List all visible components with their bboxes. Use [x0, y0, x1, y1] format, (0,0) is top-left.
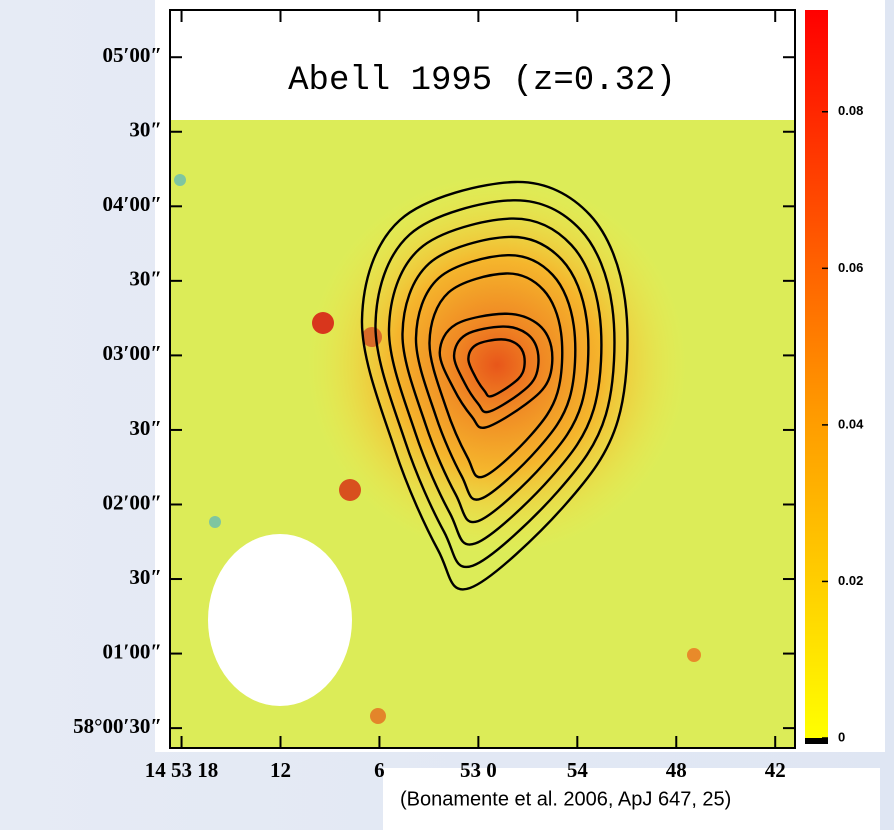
caption-box: [383, 768, 880, 830]
contour: [428, 272, 564, 479]
x-tick-label: 48: [666, 758, 687, 782]
contours: [360, 180, 629, 591]
plot-frame: [169, 9, 796, 749]
contour: [438, 312, 554, 430]
x-tick-label: 53 0: [460, 758, 497, 782]
x-tick-label: 54: [567, 758, 589, 782]
y-tick-label: 05′00″: [102, 43, 162, 67]
point-source: [687, 648, 701, 662]
contour: [374, 199, 616, 569]
noise: [174, 174, 186, 186]
colorbar-tick-label: 0: [838, 729, 845, 744]
y-tick-label: 30″: [129, 118, 162, 142]
y-tick-label: 03′00″: [102, 341, 162, 365]
x-tick-label: 6: [374, 758, 385, 782]
x-tick-label: 14 53 18: [145, 758, 219, 782]
y-tick-label: 30″: [129, 565, 162, 589]
contour: [401, 235, 590, 524]
colorbar-tick-label: 0.08: [838, 103, 863, 118]
point-source: [370, 708, 386, 724]
contour: [387, 217, 603, 546]
colorbar-tick-label: 0.06: [838, 260, 863, 275]
beam: [208, 534, 352, 706]
contour: [452, 325, 540, 414]
colorbar-tick-label: 0.04: [838, 416, 864, 431]
colorbar-floor: [805, 738, 828, 744]
title-band: [170, 10, 795, 120]
caption: (Bonamente et al. 2006, ApJ 647, 25): [400, 788, 731, 810]
point-source: [312, 312, 334, 334]
point-source: [339, 479, 361, 501]
contour: [414, 253, 577, 501]
y-tick-label: 30″: [129, 416, 162, 440]
contour: [360, 180, 629, 591]
y-tick-label: 02′00″: [102, 490, 162, 514]
y-tick-label: 04′00″: [102, 192, 162, 216]
colorbar-tick-label: 0.02: [838, 573, 863, 588]
y-tick-label: 58°00′30″: [73, 714, 162, 738]
x-tick-label: 12: [270, 758, 291, 782]
x-tick-label: 42: [765, 758, 786, 782]
y-tick-label: 01′00″: [102, 639, 162, 663]
chart-title: Abell 1995 (z=0.32): [288, 62, 676, 100]
contour: [467, 338, 526, 398]
colorbar: [805, 10, 828, 738]
y-tick-label: 30″: [129, 267, 162, 291]
noise: [209, 516, 221, 528]
